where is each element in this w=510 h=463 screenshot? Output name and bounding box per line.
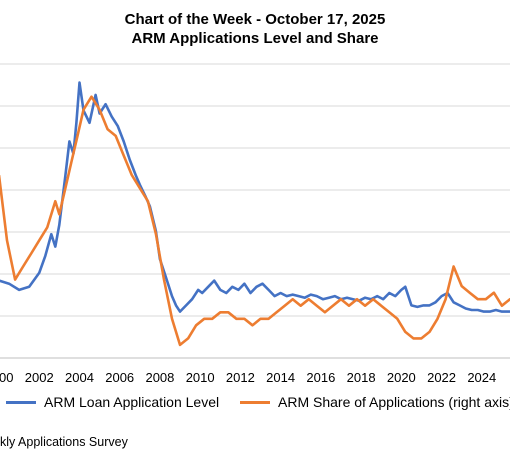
legend-label-arm-share: ARM Share of Applications (right axis) xyxy=(278,394,510,410)
x-tick-label: 2010 xyxy=(186,370,215,385)
x-tick-label: 2000 xyxy=(0,370,13,385)
x-tick-label: 2024 xyxy=(467,370,496,385)
source-note: kly Applications Survey xyxy=(0,435,128,449)
x-tick-label: 2016 xyxy=(306,370,335,385)
legend-swatch-blue xyxy=(6,401,36,404)
legend-label-arm-level: ARM Loan Application Level xyxy=(44,394,219,410)
x-tick-label: 2012 xyxy=(226,370,255,385)
x-tick-label: 2022 xyxy=(427,370,456,385)
x-tick-label: 2006 xyxy=(105,370,134,385)
legend-item-arm-share: ARM Share of Applications (right axis) xyxy=(240,394,510,410)
x-tick-label: 2018 xyxy=(347,370,376,385)
x-tick-label: 2008 xyxy=(145,370,174,385)
x-tick-label: 2020 xyxy=(387,370,416,385)
legend-item-arm-level: ARM Loan Application Level xyxy=(6,394,219,410)
x-tick-label: 2002 xyxy=(25,370,54,385)
x-tick-label: 2004 xyxy=(65,370,94,385)
legend-swatch-orange xyxy=(240,401,270,404)
series-line-arm-level xyxy=(0,83,510,312)
x-tick-label: 2014 xyxy=(266,370,295,385)
